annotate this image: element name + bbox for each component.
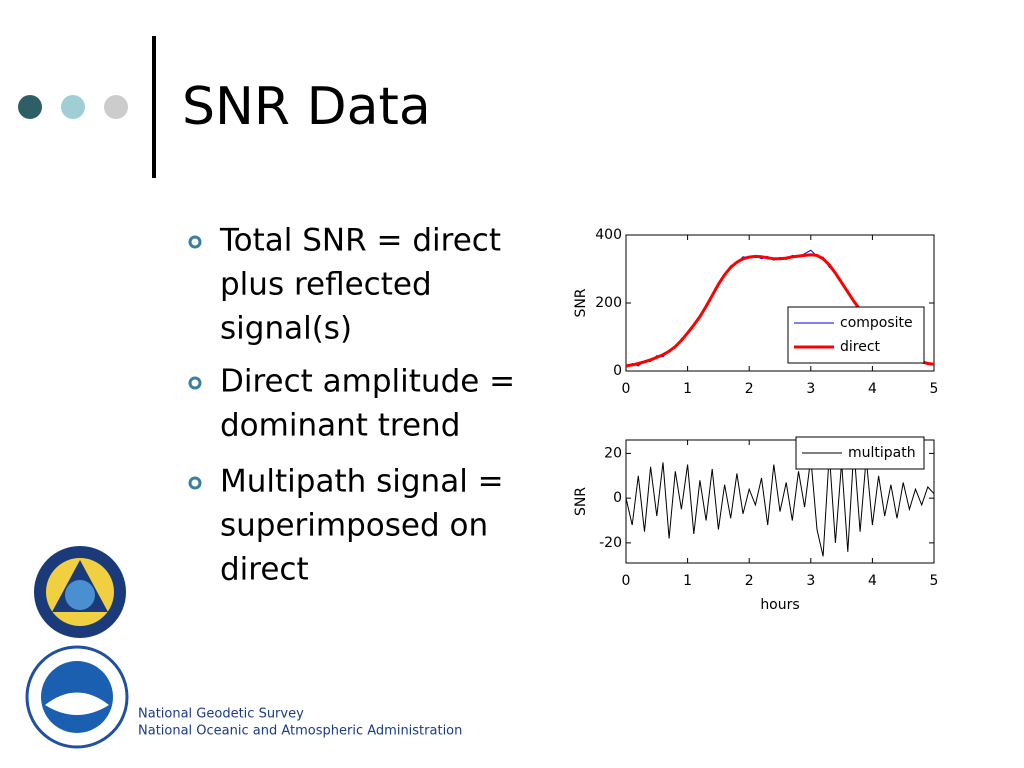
x-tick-label: 4 xyxy=(868,573,877,589)
x-axis-label: hours xyxy=(760,597,799,613)
x-tick-label: 5 xyxy=(930,573,939,589)
series-line xyxy=(625,448,935,557)
logo-ngs xyxy=(34,546,126,638)
y-tick-label: 400 xyxy=(595,227,622,243)
bullet-text: signal(s) xyxy=(220,311,352,347)
x-tick-label: 3 xyxy=(806,573,815,589)
legend-label: composite xyxy=(840,315,913,331)
y-axis-label: SNR xyxy=(573,288,589,317)
x-tick-label: 1 xyxy=(683,381,692,397)
bullet-text: Multipath signal = xyxy=(220,464,504,500)
x-tick-label: 1 xyxy=(683,573,692,589)
bullet-text: plus reflected xyxy=(220,267,432,303)
y-tick-label: -20 xyxy=(599,535,622,551)
logo-noaa xyxy=(25,645,129,749)
x-tick-label: 0 xyxy=(622,381,631,397)
y-tick-label: 20 xyxy=(604,445,622,461)
y-tick-label: 0 xyxy=(613,363,622,379)
decor-dot xyxy=(104,95,128,119)
legend-box xyxy=(787,306,925,364)
x-tick-label: 5 xyxy=(930,381,939,397)
x-tick-label: 2 xyxy=(745,573,754,589)
bullet-marker xyxy=(188,376,202,390)
bullet-marker xyxy=(188,476,202,490)
decor-dot xyxy=(18,95,42,119)
x-tick-label: 0 xyxy=(622,573,631,589)
footer-line: National Geodetic Survey xyxy=(138,707,304,722)
footer-line: National Oceanic and Atmospheric Adminis… xyxy=(138,724,462,739)
bullet-text: superimposed on xyxy=(220,508,488,544)
y-tick-label: 0 xyxy=(613,490,622,506)
bullet-marker xyxy=(188,235,202,249)
x-tick-label: 2 xyxy=(745,381,754,397)
bullet-text: Total SNR = direct xyxy=(219,223,501,259)
bullet-text: Direct amplitude = xyxy=(220,364,515,400)
bullet-text: direct xyxy=(220,552,309,588)
bullet-text: dominant trend xyxy=(220,408,460,444)
x-tick-label: 3 xyxy=(806,381,815,397)
y-tick-label: 200 xyxy=(595,295,622,311)
decor-dot xyxy=(61,95,85,119)
legend-label: multipath xyxy=(848,445,916,461)
y-axis-label: SNR xyxy=(573,487,589,516)
legend-label: direct xyxy=(840,339,881,355)
x-tick-label: 4 xyxy=(868,381,877,397)
slide-title: SNR Data xyxy=(182,77,431,137)
